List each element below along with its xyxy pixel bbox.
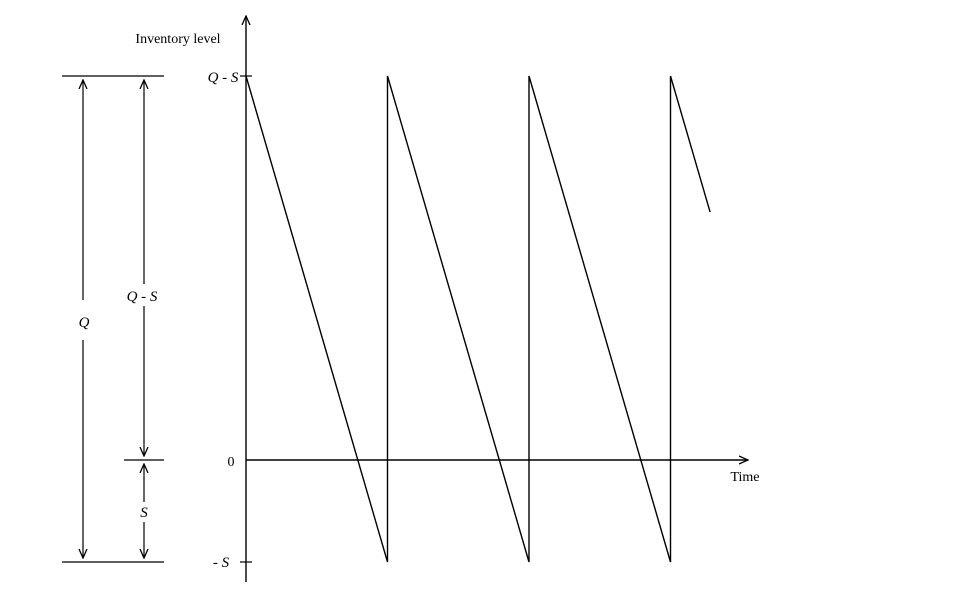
x-axis-label: Time	[730, 470, 759, 485]
inventory-sawtooth-curve	[245, 75, 711, 563]
tick-top-label: Q - S	[208, 70, 239, 86]
dim-q-label: Q	[79, 315, 90, 331]
tick-bottom-label: - S	[213, 555, 230, 571]
dim-q-minus-s-label: Q - S	[127, 289, 158, 305]
dim-s-label: S	[140, 505, 148, 521]
y-axis-label: Inventory level	[135, 32, 220, 47]
tick-zero-label: 0	[228, 455, 235, 470]
